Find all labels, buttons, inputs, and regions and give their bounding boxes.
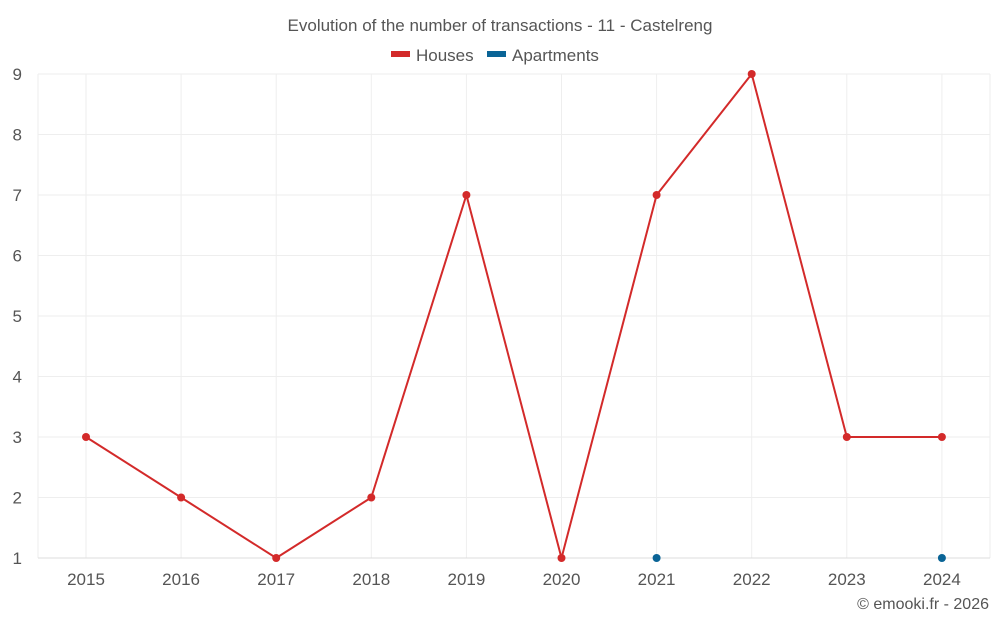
credit-text: © emooki.fr - 2026 — [857, 596, 989, 613]
chart-title: Evolution of the number of transactions … — [288, 16, 713, 35]
x-tick-label: 2020 — [543, 570, 581, 589]
series-line-houses — [85, 73, 942, 559]
data-point-houses[interactable] — [367, 493, 376, 502]
legend-swatch-houses — [391, 51, 410, 57]
y-axis-ticks: 1 2 3 4 5 6 7 8 9 — [13, 65, 22, 568]
x-tick-label: 2015 — [67, 570, 105, 589]
legend-label-apartments: Apartments — [512, 46, 599, 65]
gridlines — [37, 73, 991, 558]
legend-item-apartments[interactable]: Apartments — [487, 46, 599, 65]
y-tick-label: 7 — [13, 186, 22, 205]
x-tick-label: 2023 — [828, 570, 866, 589]
y-tick-label: 1 — [13, 549, 22, 568]
data-point-houses[interactable] — [462, 191, 471, 199]
data-point-apartments[interactable] — [937, 554, 946, 562]
x-axis-ticks: 2015 2016 2017 2018 2019 2020 2021 2022 2023 2024 — [67, 570, 961, 589]
data-point-houses[interactable] — [557, 554, 566, 562]
data-point-houses[interactable] — [652, 191, 661, 199]
series-layer — [82, 70, 946, 562]
x-tick-label: 2017 — [257, 570, 295, 589]
x-tick-label: 2018 — [352, 570, 390, 589]
legend: Houses Apartments — [391, 46, 599, 65]
x-tick-label: 2022 — [733, 570, 771, 589]
series-apartments — [652, 554, 946, 562]
legend-swatch-apartments — [487, 51, 506, 57]
data-point-houses[interactable] — [842, 433, 851, 441]
data-point-apartments[interactable] — [652, 554, 661, 562]
y-tick-label: 4 — [13, 368, 22, 387]
y-tick-label: 2 — [13, 489, 22, 508]
y-tick-label: 8 — [13, 126, 22, 145]
series-houses — [82, 70, 946, 562]
data-point-houses[interactable] — [177, 493, 186, 502]
data-point-houses[interactable] — [937, 433, 946, 441]
y-tick-label: 6 — [13, 247, 22, 266]
x-tick-label: 2021 — [638, 570, 676, 589]
legend-label-houses: Houses — [416, 46, 474, 65]
y-tick-label: 3 — [13, 428, 22, 447]
legend-item-houses[interactable]: Houses — [391, 46, 474, 65]
x-tick-label: 2024 — [923, 570, 961, 589]
data-point-houses[interactable] — [272, 554, 281, 562]
x-tick-label: 2016 — [162, 570, 200, 589]
y-tick-label: 5 — [13, 307, 22, 326]
y-tick-label: 9 — [13, 65, 22, 84]
data-point-houses[interactable] — [82, 433, 90, 441]
x-tick-label: 2019 — [447, 570, 485, 589]
data-point-houses[interactable] — [747, 70, 756, 78]
